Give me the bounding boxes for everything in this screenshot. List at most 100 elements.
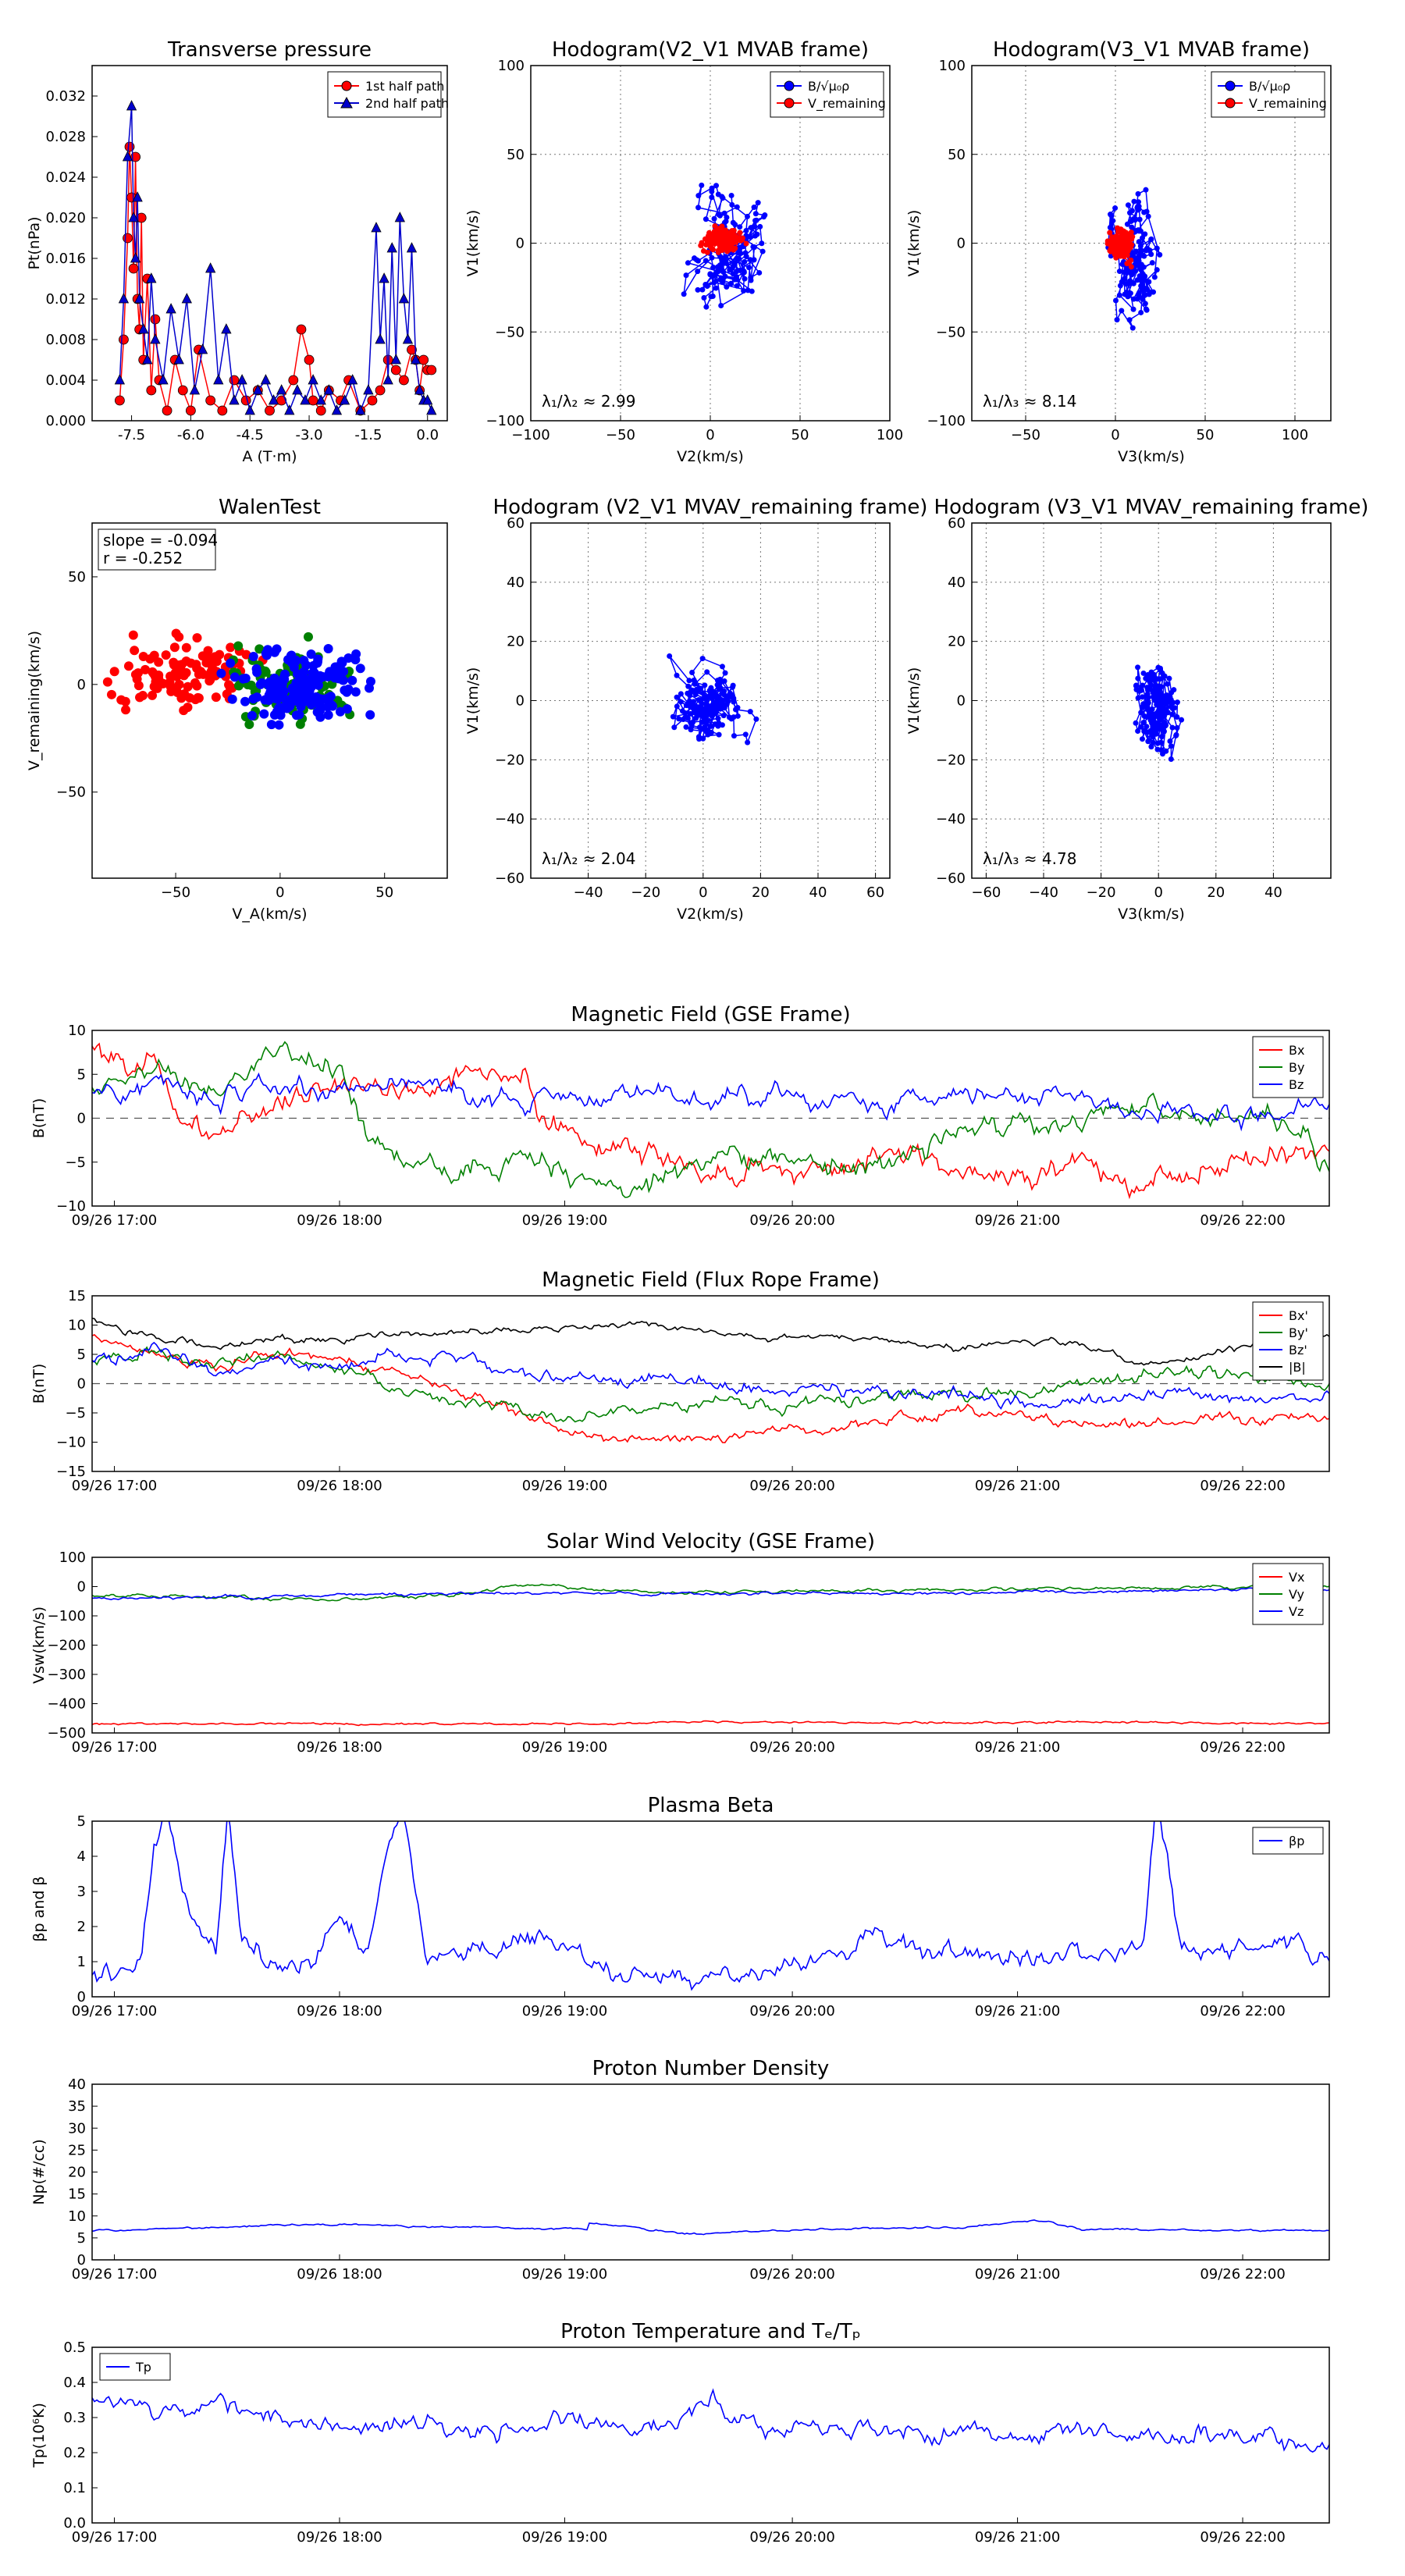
data-point (1179, 717, 1185, 723)
x-tick-label: -6.0 (177, 427, 205, 443)
data-point (700, 695, 706, 701)
data-point (138, 323, 149, 334)
data-point (1124, 261, 1130, 267)
data-point (701, 706, 707, 713)
data-point (695, 269, 701, 275)
legend-marker (341, 80, 352, 91)
data-point (752, 233, 758, 239)
data-point (198, 669, 208, 679)
plot-area (114, 100, 437, 416)
data-point (743, 254, 749, 260)
x-tick-label: -4.5 (237, 427, 264, 443)
data-point (730, 219, 736, 226)
y-axis-label: Vsw(km/s) (30, 1606, 48, 1684)
data-point (1149, 260, 1155, 266)
series-line-1 (92, 1583, 1329, 1602)
data-point (1114, 317, 1120, 323)
data-point (268, 394, 279, 405)
data-point (355, 664, 365, 674)
data-point (426, 365, 437, 375)
data-point (688, 727, 694, 733)
data-point (1130, 280, 1136, 286)
data-point (1148, 669, 1154, 675)
data-point (1139, 736, 1145, 742)
data-point (731, 262, 738, 268)
data-point (715, 226, 721, 232)
data-point (1121, 254, 1127, 260)
data-point (291, 678, 301, 688)
data-point (745, 739, 751, 745)
data-point (1150, 734, 1156, 740)
data-point (276, 710, 286, 720)
plot-area (1104, 187, 1163, 331)
data-point (1144, 208, 1150, 215)
data-point (422, 394, 433, 405)
x-tick-label: 0 (1154, 884, 1162, 901)
data-point (181, 642, 191, 653)
data-point (1144, 307, 1150, 313)
data-point (703, 710, 710, 717)
legend-entry-1: By' (1289, 1325, 1308, 1340)
data-point (710, 265, 717, 271)
x-tick-label: 09/26 21:00 (975, 1739, 1060, 1756)
y-tick-label: 0 (516, 236, 525, 252)
data-point (286, 650, 297, 660)
chart-title: Plasma Beta (648, 1794, 774, 1817)
data-point (698, 685, 704, 692)
legend-marker (340, 96, 353, 109)
data-point (1155, 664, 1161, 671)
y-tick-label: 50 (68, 569, 86, 585)
y-tick-label: 50 (507, 147, 525, 163)
data-point (1136, 239, 1142, 245)
y-tick-label: 0 (957, 236, 966, 252)
data-point (109, 667, 119, 677)
data-point (343, 653, 354, 664)
data-point (323, 384, 334, 395)
data-point (692, 692, 699, 698)
legend-marker (784, 98, 795, 109)
data-point (755, 200, 761, 206)
y-tick-label: 10 (68, 1318, 86, 1334)
x-tick-label: 0 (1111, 427, 1119, 443)
y-tick-label: 100 (939, 58, 966, 74)
x-tick-label: 09/26 21:00 (975, 1212, 1060, 1229)
y-tick-label: 1 (77, 1954, 86, 1970)
data-point (347, 374, 358, 385)
data-point (276, 384, 287, 395)
data-point (693, 715, 699, 721)
plot-area (92, 1318, 1329, 1443)
data-point (699, 713, 706, 720)
data-point (674, 694, 680, 700)
data-point (1161, 728, 1167, 735)
data-point (1173, 731, 1179, 738)
data-point (1133, 720, 1139, 726)
data-point (1125, 248, 1131, 254)
data-point (747, 257, 753, 263)
data-point (703, 720, 710, 727)
data-point (350, 687, 361, 697)
data-point (237, 374, 247, 385)
data-point (339, 394, 350, 405)
data-point (1148, 744, 1154, 750)
x-tick-label: 20 (1207, 884, 1225, 901)
data-point (681, 291, 687, 297)
chart-title: Magnetic Field (GSE Frame) (571, 1003, 850, 1026)
data-point (720, 713, 727, 719)
data-point (719, 700, 725, 706)
data-point (735, 250, 742, 256)
y-tick-label: 40 (948, 575, 966, 591)
data-point (1135, 190, 1141, 197)
x-tick-label: 0 (706, 427, 714, 443)
data-point (1108, 212, 1114, 219)
data-point (695, 286, 701, 293)
data-point (717, 235, 724, 241)
y-tick-label: −5 (65, 1405, 86, 1421)
data-point (731, 714, 737, 720)
data-point (747, 234, 753, 240)
y-tick-label: 0 (77, 1579, 86, 1596)
series-line-3 (92, 1318, 1329, 1366)
data-point (135, 692, 145, 703)
chart-title: Proton Temperature and Tₑ/Tₚ (560, 2320, 861, 2343)
data-point (734, 283, 740, 289)
